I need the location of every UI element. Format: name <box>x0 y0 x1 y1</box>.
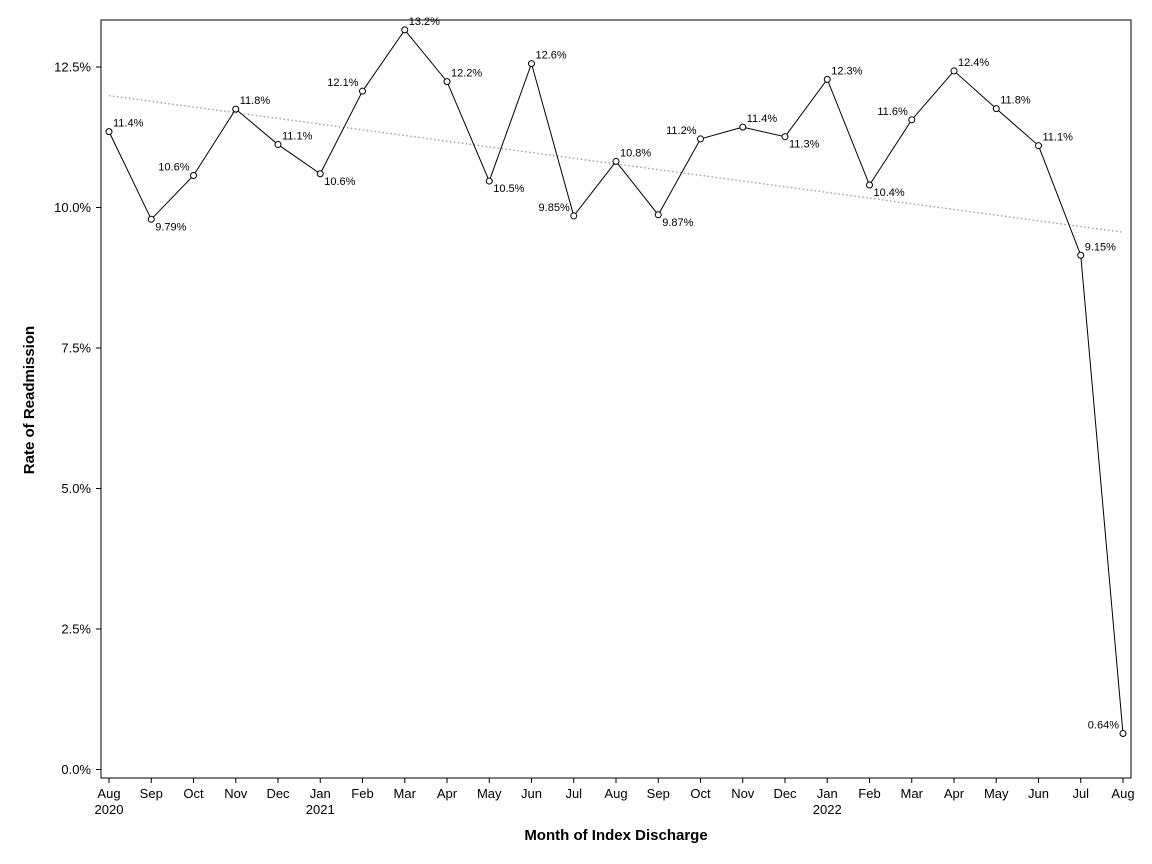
data-label: 10.6% <box>158 161 189 173</box>
data-point <box>528 60 535 68</box>
data-point <box>612 157 620 165</box>
y-tick-label: 5.0% <box>61 481 91 496</box>
data-label: 10.6% <box>324 176 355 188</box>
x-tick-label: Aug <box>97 786 120 801</box>
y-tick-label: 12.5% <box>54 60 91 75</box>
x-tick-label: Sep <box>140 786 163 801</box>
x-tick-label: Feb <box>351 786 373 801</box>
data-label: 11.8% <box>1000 95 1031 107</box>
y-tick-label: 2.5% <box>61 622 91 637</box>
x-tick-label: Aug <box>1111 786 1134 801</box>
x-year-label: 2020 <box>95 802 124 817</box>
data-label: 11.8% <box>240 95 271 107</box>
y-tick-label: 10.0% <box>54 200 91 215</box>
x-tick-label: May <box>984 786 1009 801</box>
data-point <box>654 211 662 219</box>
data-label: 9.87% <box>662 217 693 229</box>
x-year-label: 2022 <box>813 802 842 817</box>
data-labels: 11.4% 9.79% 10.6% 11.8% 11.1% 10.6% 12.1% 13.2%… <box>113 16 1119 732</box>
data-label: 12.4% <box>958 57 989 69</box>
data-point <box>105 128 113 136</box>
x-tick-label: Nov <box>224 786 248 801</box>
data-label: 11.4% <box>747 113 778 125</box>
y-tick-label: 0.0% <box>61 762 91 777</box>
trend-line <box>108 95 1124 233</box>
y-axis-title: Rate of Readmission <box>21 326 38 474</box>
x-tick-label: Oct <box>183 786 204 801</box>
x-tick-label: Mar <box>394 786 417 801</box>
data-point <box>823 75 831 83</box>
x-tick-label: Dec <box>266 786 290 801</box>
data-label: 11.6% <box>877 106 908 118</box>
data-label: 13.2% <box>409 16 440 28</box>
x-tick-label: Jul <box>565 786 582 801</box>
data-label: 12.6% <box>536 50 567 62</box>
data-point <box>866 181 873 189</box>
y-axis: 0.0% 2.5% 5.0% 7.5% 10.0% 12.5% <box>54 60 101 777</box>
data-label: 11.1% <box>1043 132 1074 144</box>
x-tick-label: Jan <box>310 786 331 801</box>
data-label: 10.8% <box>620 147 651 159</box>
data-point <box>1077 251 1085 259</box>
data-label: 11.4% <box>113 118 144 130</box>
data-label: 11.2% <box>666 125 697 137</box>
data-point <box>1119 730 1127 738</box>
data-label: 10.4% <box>874 187 905 199</box>
x-tick-label: Jun <box>1028 786 1049 801</box>
data-point <box>316 170 324 178</box>
data-point <box>908 116 916 124</box>
data-point <box>992 105 1000 113</box>
x-tick-label: Jan <box>817 786 838 801</box>
data-label: 9.15% <box>1085 241 1116 253</box>
data-label: 12.3% <box>831 65 862 77</box>
data-point <box>190 171 197 179</box>
plot-frame <box>100 19 1132 779</box>
y-tick-label: 7.5% <box>61 341 91 356</box>
x-tick-label: Sep <box>647 786 670 801</box>
data-point <box>739 123 747 131</box>
data-label: 10.5% <box>493 183 524 195</box>
x-tick-label: Aug <box>604 786 627 801</box>
x-tick-label: Mar <box>901 786 924 801</box>
data-point <box>359 87 366 95</box>
data-point <box>147 215 155 223</box>
x-tick-label: May <box>477 786 502 801</box>
x-axis-title: Month of Index Discharge <box>524 827 707 844</box>
data-point <box>401 26 409 34</box>
data-label: 12.2% <box>451 68 482 80</box>
x-tick-label: Jun <box>521 786 542 801</box>
x-tick-label: Nov <box>731 786 755 801</box>
x-tick-label: Apr <box>944 786 965 801</box>
data-point <box>274 141 282 149</box>
data-point <box>443 78 451 86</box>
data-point <box>950 67 958 75</box>
data-label: 9.85% <box>539 202 570 214</box>
x-tick-label: Oct <box>690 786 711 801</box>
x-year-label: 2021 <box>306 802 335 817</box>
x-tick-label: Jul <box>1072 786 1089 801</box>
data-label: 11.3% <box>789 139 820 151</box>
data-points <box>105 26 1127 738</box>
data-label: 0.64% <box>1088 720 1119 732</box>
data-point <box>570 212 578 220</box>
series-line <box>108 29 1124 734</box>
data-point <box>485 177 493 185</box>
data-label: 11.1% <box>282 131 313 143</box>
x-tick-label: Feb <box>858 786 880 801</box>
data-label: 12.1% <box>327 77 358 89</box>
data-point <box>697 135 704 143</box>
data-point <box>1035 142 1042 150</box>
data-point <box>232 105 240 113</box>
data-point <box>781 133 789 141</box>
x-tick-label: Dec <box>773 786 797 801</box>
x-tick-label: Apr <box>437 786 458 801</box>
data-label: 9.79% <box>155 221 186 233</box>
